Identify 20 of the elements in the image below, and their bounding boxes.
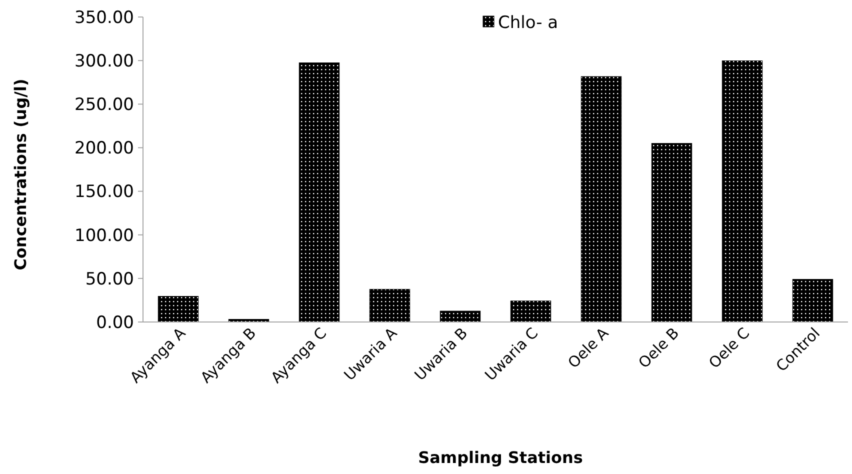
bar [510, 300, 552, 322]
bar [792, 279, 834, 322]
x-axis-title: Sampling Stations [418, 448, 583, 467]
bar [158, 296, 199, 322]
y-tick-label: 300.00 [74, 52, 134, 72]
bar [440, 310, 481, 322]
y-tick-label: 0.00 [96, 312, 134, 333]
y-tick-label: 100.00 [74, 226, 134, 246]
bar [651, 143, 692, 322]
y-tick-label: 200.00 [74, 138, 134, 159]
y-tick-label: 250.00 [74, 95, 134, 116]
bar [369, 288, 410, 322]
y-tick-label: 350.00 [74, 8, 134, 28]
y-axis-title: Concentrations (ug/l) [11, 78, 30, 270]
bar [580, 76, 622, 322]
bar [722, 60, 763, 322]
legend-label: Chlo- a [498, 12, 558, 33]
y-tick-label: 150.00 [74, 182, 134, 202]
bar [298, 62, 340, 322]
y-tick-label: 50.00 [85, 269, 134, 290]
